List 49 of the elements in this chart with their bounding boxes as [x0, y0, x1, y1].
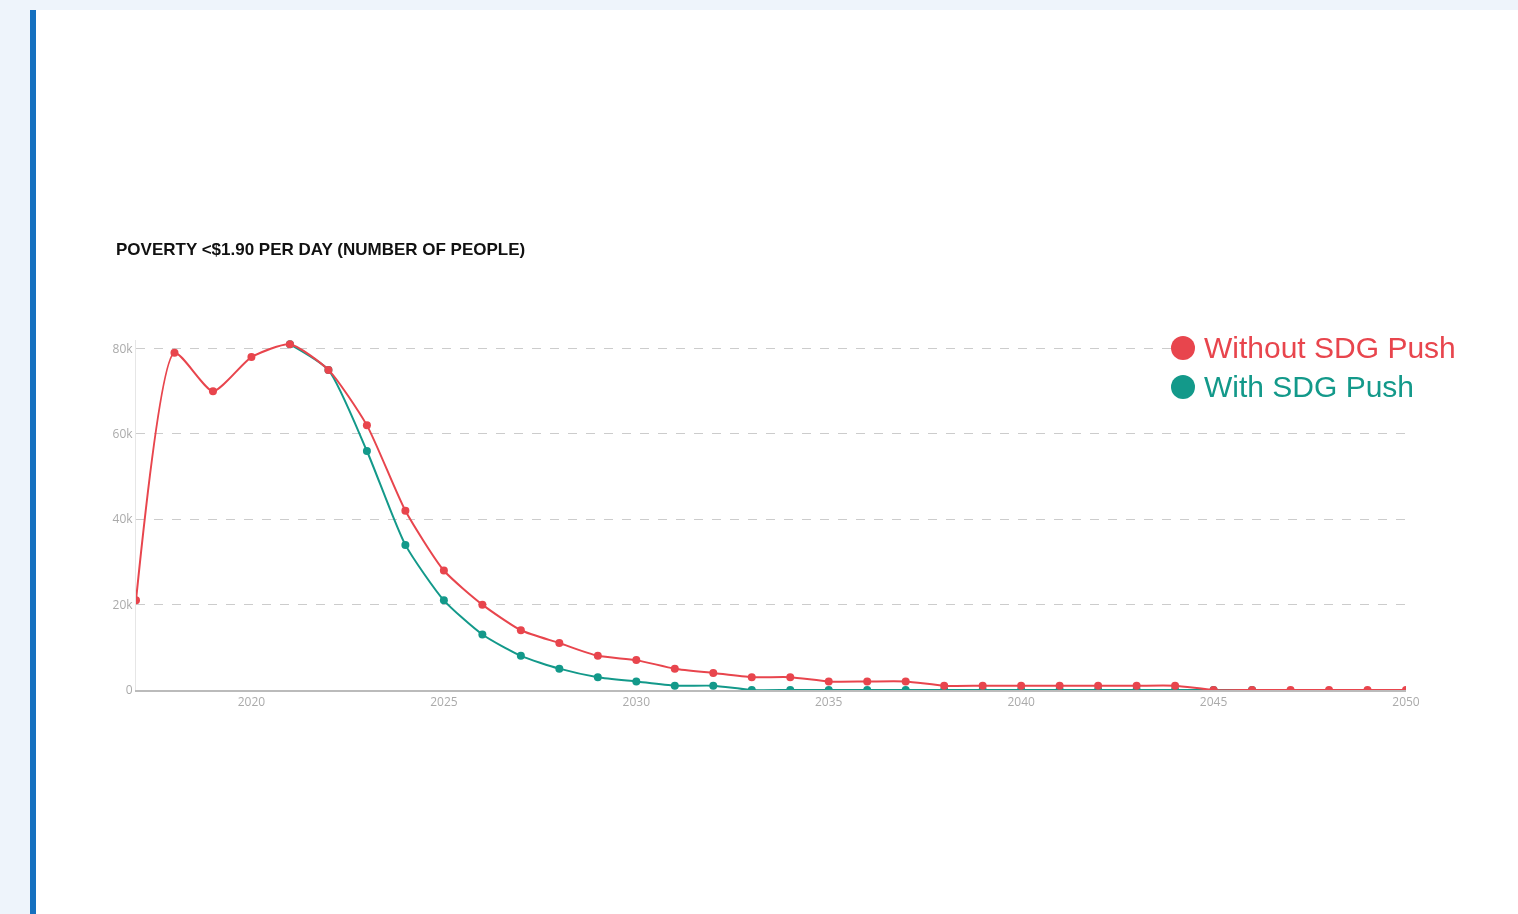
x-tick-label: 2030: [622, 693, 651, 711]
point: [516, 651, 525, 660]
point: [632, 677, 641, 686]
point: [593, 673, 602, 682]
point: [439, 566, 448, 575]
point: [208, 387, 217, 396]
point: [670, 681, 679, 690]
x-tick-label: 2040: [1007, 693, 1036, 711]
point: [747, 673, 756, 682]
point: [670, 664, 679, 673]
point: [362, 446, 371, 455]
point: [478, 600, 487, 609]
point: [593, 651, 602, 660]
y-tick-label: 60k: [112, 425, 134, 443]
point: [1171, 681, 1180, 690]
y-tick-label: 80k: [112, 339, 134, 357]
point: [786, 673, 795, 682]
point: [901, 677, 910, 686]
point: [978, 681, 987, 690]
point: [516, 626, 525, 635]
point: [1094, 681, 1103, 690]
point: [247, 353, 256, 362]
x-tick-label: 2020: [237, 693, 266, 711]
point: [1055, 681, 1064, 690]
point: [555, 639, 564, 648]
point: [439, 596, 448, 605]
point: [632, 656, 641, 665]
point: [940, 681, 949, 690]
y-tick-label: 40k: [112, 510, 134, 528]
legend-label: Without SDG Push: [1204, 330, 1456, 366]
point: [555, 664, 564, 673]
point: [170, 348, 179, 357]
point: [362, 421, 371, 430]
x-tick-label: 2035: [815, 693, 843, 711]
point: [401, 506, 410, 515]
point: [478, 630, 487, 639]
point: [401, 540, 410, 549]
point: [824, 677, 833, 686]
x-tick-label: 2025: [430, 693, 458, 711]
y-tick-label: 0: [125, 681, 133, 699]
point: [1017, 681, 1026, 690]
legend-label: With SDG Push: [1204, 369, 1415, 405]
point: [709, 681, 718, 690]
y-tick-label: 20k: [112, 595, 134, 613]
x-tick-label: 2050: [1392, 693, 1420, 711]
x-tick-label: 2045: [1199, 693, 1228, 711]
chart-title: POVERTY <$1.90 PER DAY (NUMBER OF PEOPLE): [116, 240, 526, 260]
point: [863, 677, 872, 686]
point: [709, 668, 718, 677]
